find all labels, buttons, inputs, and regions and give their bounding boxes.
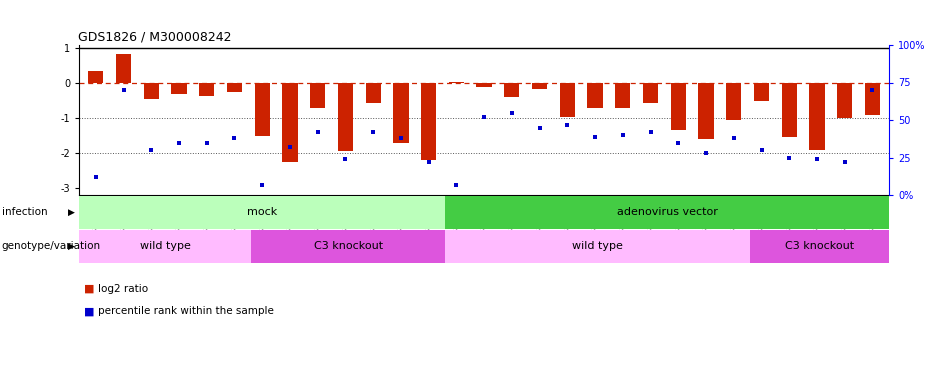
Bar: [445, 230, 750, 262]
Bar: [143, 83, 159, 99]
Bar: [445, 196, 889, 229]
Text: infection: infection: [2, 207, 47, 217]
Bar: [615, 83, 630, 108]
Bar: [809, 83, 825, 150]
Text: log2 ratio: log2 ratio: [98, 284, 148, 294]
Text: C3 knockout: C3 knockout: [785, 241, 855, 251]
Bar: [88, 71, 103, 83]
Bar: [698, 83, 714, 139]
Bar: [505, 83, 519, 98]
Text: ■: ■: [84, 306, 94, 316]
Text: wild type: wild type: [573, 241, 623, 251]
Bar: [310, 83, 325, 108]
Bar: [782, 83, 797, 138]
Bar: [560, 83, 575, 117]
Bar: [750, 230, 889, 262]
Bar: [366, 83, 381, 102]
Bar: [837, 83, 853, 118]
Bar: [79, 196, 445, 229]
Text: wild type: wild type: [140, 241, 191, 251]
Bar: [171, 83, 186, 94]
Bar: [254, 83, 270, 136]
Bar: [865, 83, 880, 115]
Bar: [532, 83, 547, 88]
Bar: [670, 83, 686, 130]
Bar: [393, 83, 409, 142]
Bar: [643, 83, 658, 102]
Text: C3 knockout: C3 knockout: [314, 241, 383, 251]
Text: mock: mock: [247, 207, 277, 217]
Bar: [251, 230, 445, 262]
Bar: [587, 83, 602, 108]
Bar: [726, 83, 741, 120]
Bar: [338, 83, 353, 152]
Bar: [282, 83, 298, 162]
Text: GDS1826 / M300008242: GDS1826 / M300008242: [77, 31, 231, 44]
Bar: [449, 82, 464, 83]
Text: genotype/variation: genotype/variation: [2, 241, 101, 251]
Bar: [79, 230, 251, 262]
Bar: [477, 83, 492, 87]
Bar: [227, 83, 242, 92]
Text: ▶: ▶: [68, 208, 74, 217]
Bar: [199, 83, 214, 96]
Bar: [115, 54, 131, 83]
Bar: [421, 83, 437, 160]
Bar: [754, 83, 769, 101]
Text: adenovirus vector: adenovirus vector: [616, 207, 718, 217]
Text: ▶: ▶: [68, 242, 74, 250]
Text: ■: ■: [84, 284, 94, 294]
Text: percentile rank within the sample: percentile rank within the sample: [98, 306, 274, 316]
